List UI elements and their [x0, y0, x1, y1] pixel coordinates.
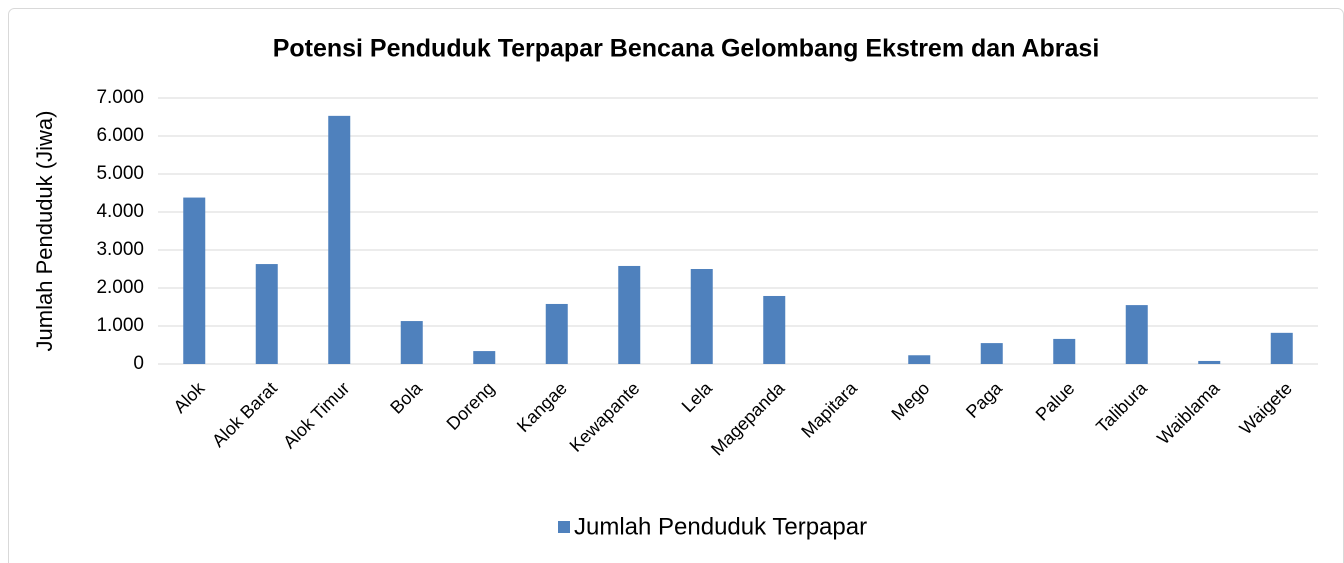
y-tick-label: 3.000 — [96, 239, 144, 260]
y-tick-label: 2.000 — [96, 277, 144, 298]
y-tick-label: 5.000 — [96, 163, 144, 184]
bar — [1125, 305, 1148, 364]
bar — [1270, 332, 1293, 364]
bar — [328, 115, 351, 364]
legend-swatch — [558, 521, 570, 533]
y-tick-label: 0 — [133, 353, 144, 374]
y-tick-label: 6.000 — [96, 125, 144, 146]
y-tick-label: 1.000 — [96, 315, 144, 336]
bar — [763, 295, 786, 364]
bar — [1053, 338, 1076, 364]
bar — [400, 321, 423, 364]
chart-border — [8, 8, 1344, 563]
bar — [183, 197, 206, 364]
bar — [473, 351, 496, 364]
bar — [690, 269, 713, 364]
bar — [908, 355, 931, 364]
y-tick-label: 7.000 — [96, 87, 144, 108]
y-axis-label: Jumlah Penduduk (Jiwa) — [32, 111, 57, 352]
bar — [545, 303, 568, 364]
chart-title: Potensi Penduduk Terpapar Bencana Gelomb… — [273, 35, 1100, 63]
bar — [255, 264, 278, 364]
bar — [980, 343, 1003, 364]
y-tick-label: 4.000 — [96, 201, 144, 222]
legend-label: Jumlah Penduduk Terpapar — [574, 513, 867, 540]
bar — [618, 265, 641, 364]
bar — [1198, 360, 1221, 364]
